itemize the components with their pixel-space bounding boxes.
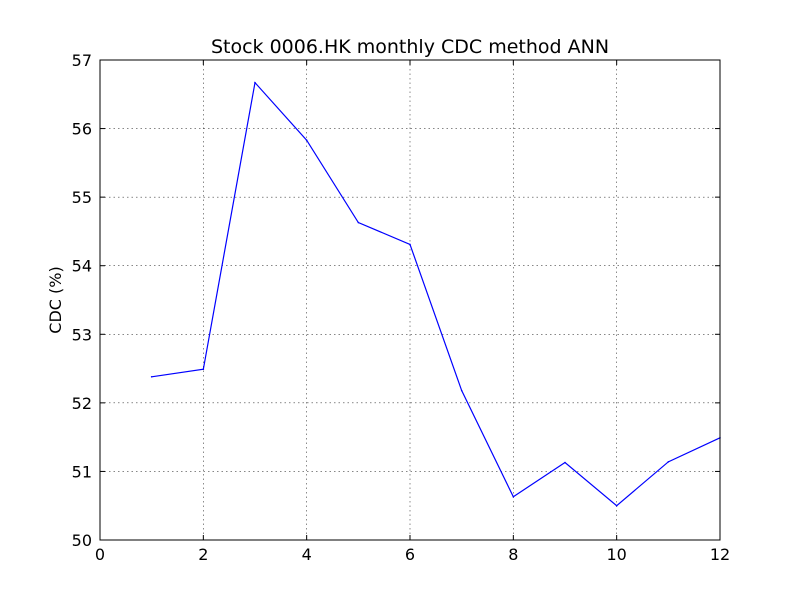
- data-point: [667, 461, 670, 463]
- data-point: [564, 461, 566, 464]
- y-tick-label: 50: [72, 531, 92, 550]
- data-point: [150, 376, 153, 378]
- series-layer: [150, 81, 721, 507]
- x-tick-label: 0: [95, 545, 105, 564]
- chart-title: Stock 0006.HK monthly CDC method ANN: [211, 36, 609, 58]
- y-tick-label: 56: [72, 120, 92, 139]
- x-tick-label: 6: [405, 545, 415, 564]
- y-tick-label: 55: [72, 188, 92, 207]
- x-tick-label: 8: [508, 545, 518, 564]
- y-tick-label: 53: [72, 325, 92, 344]
- tick-layer: 0 2 4 6 8 10 12 50 51 52 53 54 55 56 57: [72, 51, 731, 564]
- data-point: [512, 496, 515, 498]
- data-point: [615, 504, 618, 507]
- cdc-series-line: [151, 81, 721, 507]
- data-point: [409, 243, 411, 246]
- x-tick-label: 2: [198, 545, 208, 564]
- y-tick-label: 57: [72, 51, 92, 70]
- data-point: [202, 368, 205, 371]
- data-point: [254, 81, 256, 84]
- y-axis-label: CDC (%): [46, 266, 65, 333]
- data-point: [357, 221, 360, 224]
- y-tick-label: 51: [72, 462, 92, 481]
- data-point: [460, 389, 463, 392]
- data-point: [305, 139, 308, 142]
- grid-layer: [100, 60, 720, 540]
- x-tick-label: 12: [710, 545, 730, 564]
- y-tick-label: 52: [72, 394, 92, 413]
- x-tick-label: 4: [302, 545, 312, 564]
- y-tick-label: 54: [72, 257, 92, 276]
- x-tick-label: 10: [606, 545, 626, 564]
